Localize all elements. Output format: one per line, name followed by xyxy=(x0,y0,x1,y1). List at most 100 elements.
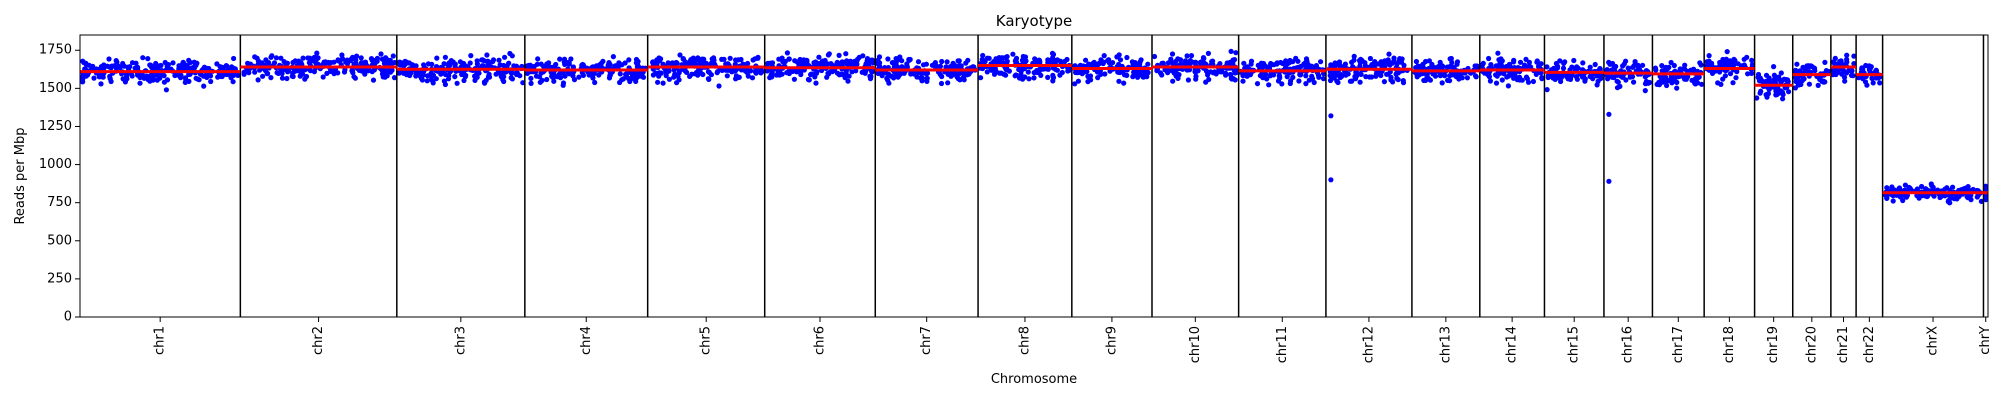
data-point xyxy=(150,74,156,80)
data-point xyxy=(186,57,192,64)
data-point xyxy=(402,58,408,64)
data-point xyxy=(1851,61,1857,67)
data-point xyxy=(1255,62,1261,68)
data-point xyxy=(752,69,759,75)
data-point xyxy=(1573,74,1579,80)
data-point xyxy=(826,51,832,57)
data-point xyxy=(349,67,355,74)
data-point xyxy=(1505,83,1511,89)
data-point xyxy=(1506,61,1513,67)
data-point xyxy=(542,64,549,70)
data-point xyxy=(352,75,358,81)
data-point xyxy=(924,78,930,84)
data-point xyxy=(506,60,512,66)
data-point xyxy=(792,58,798,64)
data-point xyxy=(1447,78,1453,84)
data-point xyxy=(864,56,871,62)
data-point xyxy=(1354,73,1360,79)
data-point xyxy=(954,74,960,80)
data-point xyxy=(964,72,970,78)
data-point xyxy=(1169,60,1175,66)
data-point xyxy=(674,80,680,86)
data-point xyxy=(1830,67,1837,73)
data-point xyxy=(1205,50,1211,57)
data-point xyxy=(1447,56,1453,62)
data-point xyxy=(123,75,129,81)
data-point xyxy=(1656,82,1662,88)
data-point xyxy=(1116,78,1122,84)
data-point xyxy=(733,57,739,63)
data-point xyxy=(784,50,791,56)
data-point xyxy=(1206,76,1212,83)
data-point xyxy=(1275,78,1282,84)
data-point xyxy=(1036,67,1042,73)
data-point xyxy=(1358,71,1364,77)
data-point xyxy=(441,78,447,84)
x-axis-title: Chromosome xyxy=(991,372,1077,387)
data-point xyxy=(1645,80,1651,86)
data-point xyxy=(1320,76,1327,82)
data-point xyxy=(1621,61,1627,67)
data-point xyxy=(1682,62,1688,68)
data-point xyxy=(370,77,377,83)
data-point xyxy=(278,55,284,61)
data-point xyxy=(1962,185,1969,191)
chromosome-separators xyxy=(239,35,1985,317)
data-point xyxy=(208,78,214,85)
data-point xyxy=(1539,75,1545,81)
median-lines xyxy=(80,63,1988,195)
data-point xyxy=(1758,88,1764,94)
data-point xyxy=(719,67,725,73)
data-point xyxy=(714,70,720,76)
data-point xyxy=(421,62,427,68)
data-point xyxy=(984,69,990,75)
data-point xyxy=(1303,73,1309,79)
data-point xyxy=(1217,61,1223,67)
data-point xyxy=(1860,66,1866,72)
data-point xyxy=(497,70,503,76)
data-point xyxy=(1095,75,1101,81)
data-point xyxy=(1698,62,1704,68)
data-point xyxy=(733,67,739,74)
data-point xyxy=(885,73,892,79)
data-point xyxy=(147,78,153,84)
x-tick-label-chr15: chr15 xyxy=(1567,326,1582,363)
data-point xyxy=(358,55,364,61)
data-point xyxy=(1395,70,1401,76)
data-point xyxy=(535,56,541,62)
data-point xyxy=(467,60,473,66)
data-point xyxy=(1131,69,1137,75)
data-point xyxy=(675,73,681,79)
data-point xyxy=(843,70,849,76)
data-point xyxy=(805,76,812,83)
y-tick-label: 1750 xyxy=(39,43,72,58)
data-point xyxy=(428,77,434,83)
data-point xyxy=(1240,78,1246,84)
data-point xyxy=(1806,81,1812,87)
data-point xyxy=(571,77,578,83)
data-point xyxy=(132,65,138,71)
data-point xyxy=(314,50,320,56)
data-point xyxy=(1135,74,1141,80)
data-point xyxy=(1493,63,1499,69)
data-point xyxy=(560,70,566,76)
data-point xyxy=(1004,54,1010,60)
data-point xyxy=(1562,59,1568,65)
x-tick-label-chr19: chr19 xyxy=(1766,326,1781,363)
data-point xyxy=(826,71,832,77)
data-point xyxy=(108,78,114,85)
data-point xyxy=(1756,78,1763,84)
data-point xyxy=(1605,76,1611,82)
data-point xyxy=(666,76,673,82)
data-point xyxy=(899,64,905,70)
data-point xyxy=(133,60,139,66)
data-point xyxy=(480,63,486,69)
data-point xyxy=(939,58,945,65)
data-point xyxy=(1012,58,1019,64)
data-point xyxy=(162,59,168,66)
data-point xyxy=(145,56,151,62)
data-point xyxy=(1733,75,1739,81)
data-point xyxy=(844,58,850,64)
data-point xyxy=(1351,57,1357,63)
